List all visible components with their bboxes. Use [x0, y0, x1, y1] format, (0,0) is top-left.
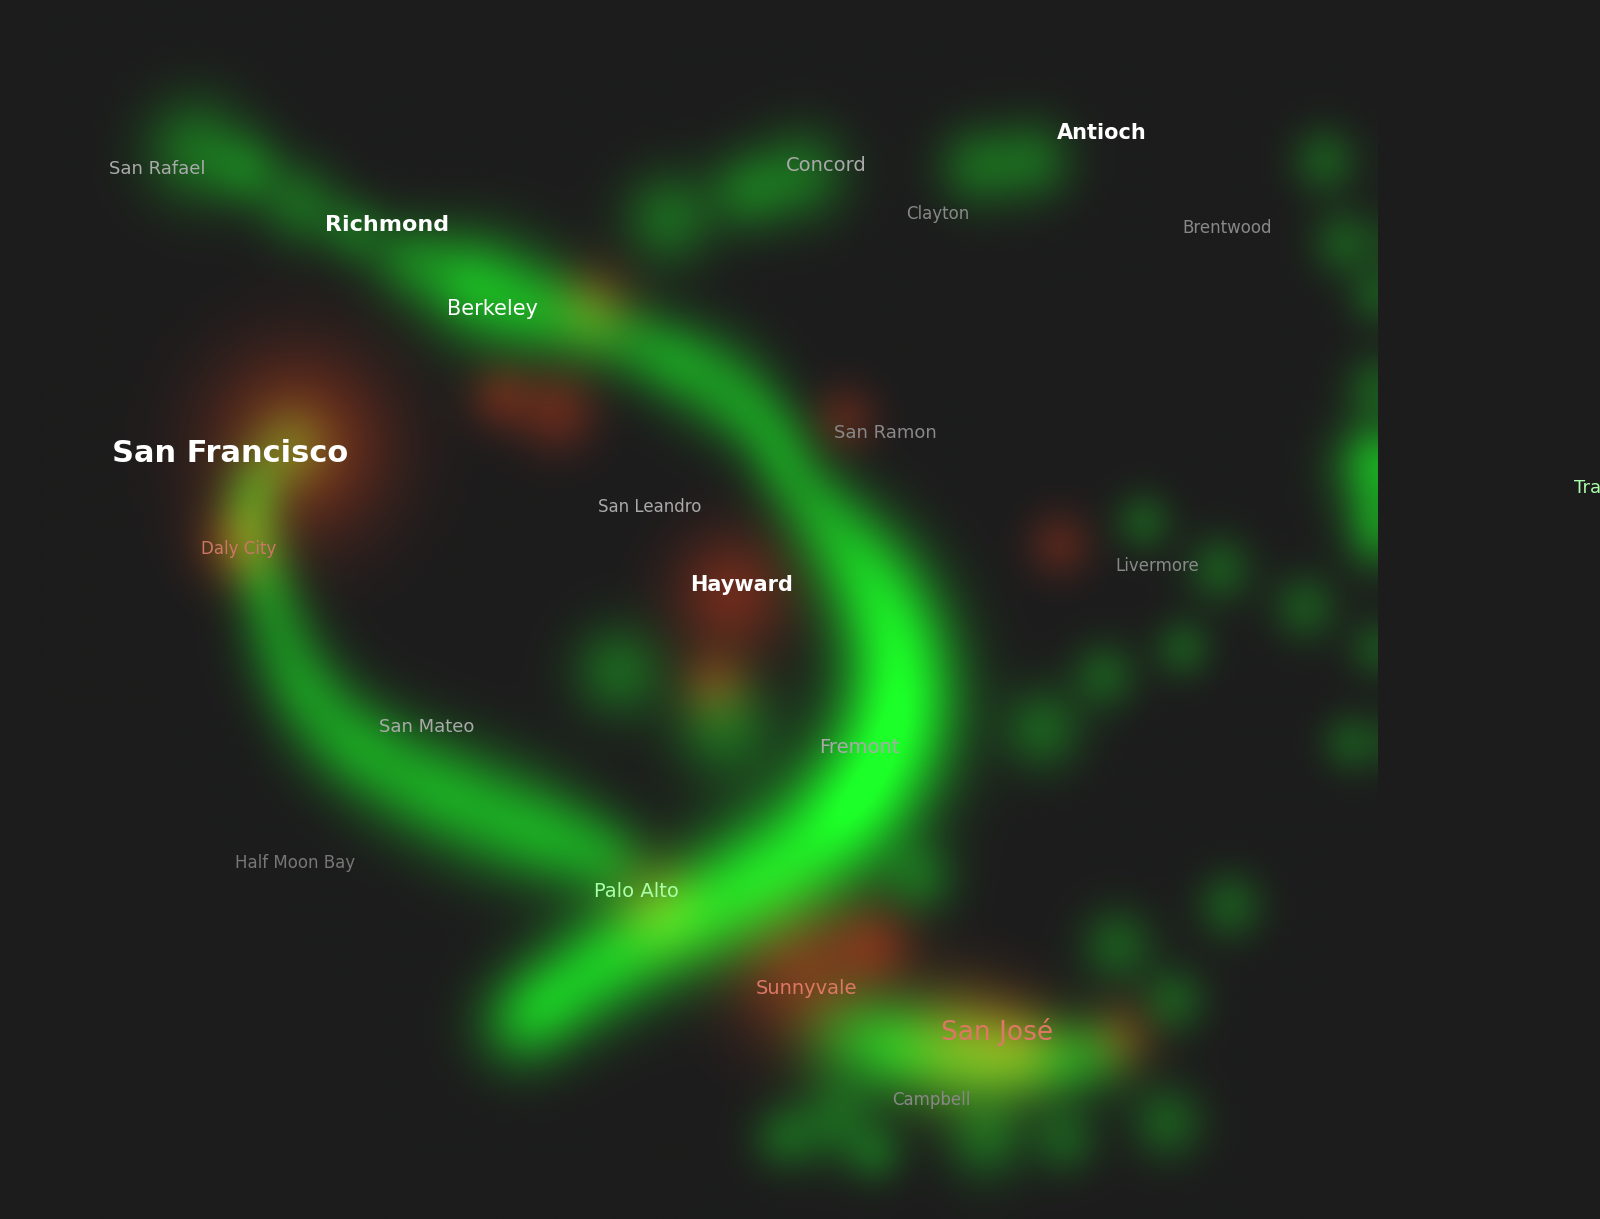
Text: Campbell: Campbell: [893, 1091, 971, 1109]
Text: San Ramon: San Ramon: [834, 424, 938, 442]
Text: Brentwood: Brentwood: [1182, 218, 1272, 236]
Text: Livermore: Livermore: [1115, 557, 1200, 575]
Text: San Francisco: San Francisco: [112, 439, 347, 468]
Text: Fremont: Fremont: [819, 739, 899, 757]
Text: San Leandro: San Leandro: [598, 497, 701, 516]
Text: Half Moon Bay: Half Moon Bay: [235, 853, 355, 872]
Text: San Mateo: San Mateo: [379, 718, 474, 736]
Text: Palo Alto: Palo Alto: [594, 881, 678, 901]
Text: San Rafael: San Rafael: [109, 161, 206, 178]
Text: Hayward: Hayward: [690, 575, 794, 595]
Text: Richmond: Richmond: [325, 215, 450, 235]
Text: Concord: Concord: [786, 156, 867, 174]
Text: Antioch: Antioch: [1058, 123, 1147, 143]
Text: Daly City: Daly City: [202, 540, 277, 557]
Text: Berkeley: Berkeley: [446, 299, 538, 319]
Text: Sunnyvale: Sunnyvale: [757, 979, 858, 998]
Text: Tracy: Tracy: [1574, 479, 1600, 496]
Text: San José: San José: [941, 1018, 1053, 1046]
Text: Clayton: Clayton: [907, 205, 970, 223]
